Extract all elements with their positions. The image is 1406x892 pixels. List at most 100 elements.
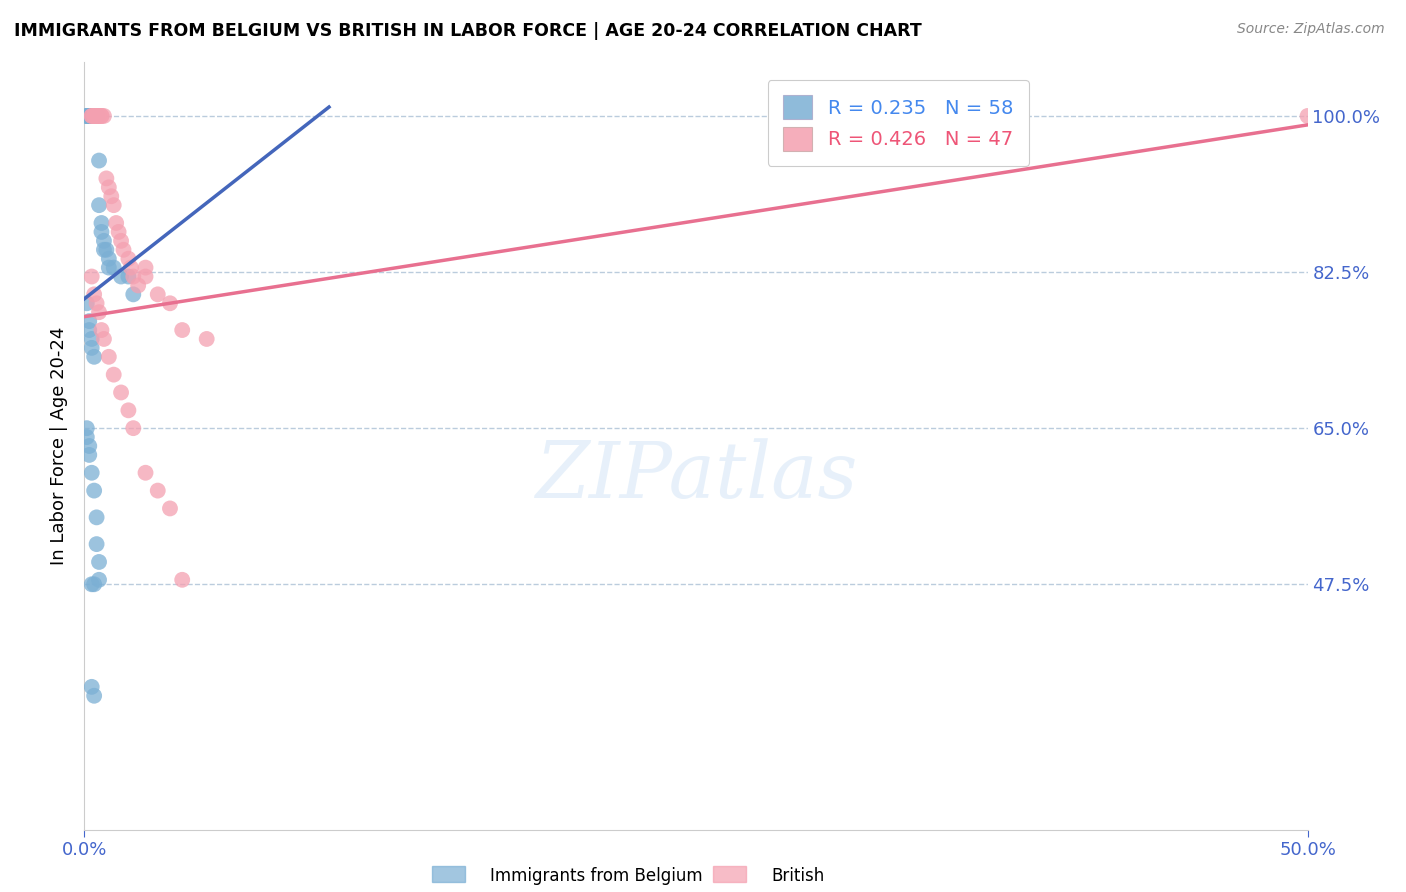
Y-axis label: In Labor Force | Age 20-24: In Labor Force | Age 20-24	[51, 326, 69, 566]
Point	[80, 332, 103, 346]
Point	[80, 109, 103, 123]
Point	[96, 171, 118, 186]
Point	[77, 109, 100, 123]
Point	[110, 234, 132, 248]
Point	[135, 260, 157, 275]
Point	[122, 287, 145, 301]
Point	[117, 252, 139, 266]
Point	[105, 216, 128, 230]
Point	[90, 323, 112, 337]
Point	[87, 305, 110, 319]
Point	[80, 109, 103, 123]
Point	[83, 109, 105, 123]
Point	[80, 109, 103, 123]
Point	[77, 439, 100, 453]
Point	[117, 403, 139, 417]
Text: ZIPatlas: ZIPatlas	[534, 439, 858, 515]
Text: IMMIGRANTS FROM BELGIUM VS BRITISH IN LABOR FORCE | AGE 20-24 CORRELATION CHART: IMMIGRANTS FROM BELGIUM VS BRITISH IN LA…	[14, 22, 922, 40]
Point	[83, 109, 105, 123]
Point	[86, 510, 108, 524]
Text: Immigrants from Belgium: Immigrants from Belgium	[489, 867, 703, 885]
Point	[77, 448, 100, 462]
Point	[80, 109, 103, 123]
Point	[86, 109, 108, 123]
Point	[83, 109, 105, 123]
Point	[1296, 109, 1319, 123]
Point	[90, 216, 112, 230]
Point	[80, 109, 103, 123]
Point	[135, 269, 157, 284]
Point	[97, 260, 120, 275]
Point	[86, 109, 108, 123]
Point	[90, 225, 112, 239]
Point	[83, 109, 105, 123]
Point	[87, 153, 110, 168]
Point	[93, 234, 115, 248]
Point	[76, 109, 98, 123]
Point	[87, 109, 110, 123]
Point	[83, 483, 105, 498]
Point	[127, 278, 149, 293]
Point	[122, 421, 145, 435]
Point	[172, 573, 194, 587]
Text: Source: ZipAtlas.com: Source: ZipAtlas.com	[1237, 22, 1385, 37]
Point	[83, 577, 105, 591]
Point	[146, 483, 169, 498]
Point	[97, 180, 120, 194]
Point	[77, 314, 100, 328]
Point	[93, 109, 115, 123]
Point	[86, 109, 108, 123]
Point	[93, 332, 115, 346]
Point	[86, 537, 108, 551]
Point	[83, 109, 105, 123]
Point	[100, 189, 122, 203]
Point	[80, 109, 103, 123]
Text: British: British	[770, 867, 824, 885]
Point	[135, 466, 157, 480]
Point	[77, 109, 100, 123]
Point	[93, 243, 115, 257]
FancyBboxPatch shape	[432, 865, 464, 881]
Point	[87, 198, 110, 212]
Point	[80, 577, 103, 591]
Point	[80, 109, 103, 123]
Point	[77, 109, 100, 123]
Point	[87, 573, 110, 587]
Point	[83, 689, 105, 703]
Point	[103, 368, 125, 382]
Point	[76, 421, 98, 435]
Point	[76, 109, 98, 123]
Point	[86, 109, 108, 123]
Point	[80, 109, 103, 123]
Point	[122, 269, 145, 284]
Point	[172, 323, 194, 337]
Point	[117, 269, 139, 284]
Point	[159, 296, 181, 310]
Point	[110, 385, 132, 400]
Point	[86, 109, 108, 123]
Point	[107, 225, 129, 239]
Point	[96, 243, 118, 257]
Point	[80, 466, 103, 480]
Point	[87, 555, 110, 569]
Point	[83, 109, 105, 123]
FancyBboxPatch shape	[713, 865, 745, 881]
Point	[80, 269, 103, 284]
Point	[76, 430, 98, 444]
Point	[77, 109, 100, 123]
Point	[80, 109, 103, 123]
Point	[112, 243, 135, 257]
Point	[103, 198, 125, 212]
Point	[80, 341, 103, 355]
Point	[146, 287, 169, 301]
Legend: R = 0.235   N = 58, R = 0.426   N = 47: R = 0.235 N = 58, R = 0.426 N = 47	[768, 79, 1029, 166]
Point	[90, 109, 112, 123]
Point	[110, 269, 132, 284]
Point	[159, 501, 181, 516]
Point	[87, 109, 110, 123]
Point	[83, 350, 105, 364]
Point	[86, 109, 108, 123]
Point	[77, 323, 100, 337]
Point	[76, 296, 98, 310]
Point	[76, 109, 98, 123]
